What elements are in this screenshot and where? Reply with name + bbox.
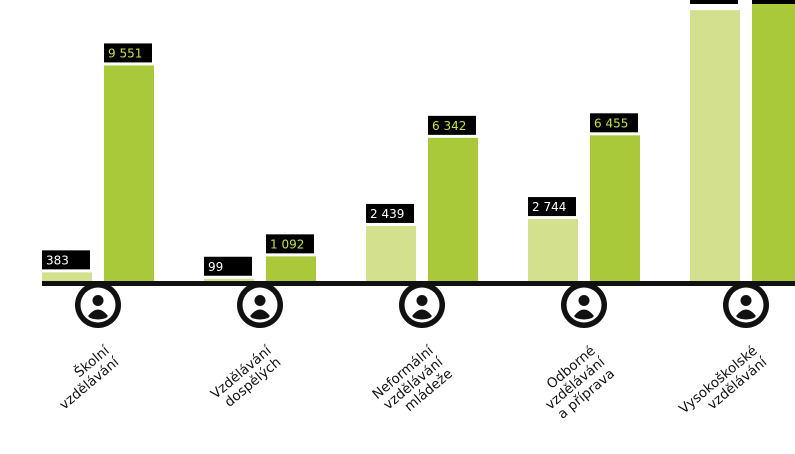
user-circle-icon (561, 282, 607, 328)
user-circle-icon (723, 282, 769, 328)
bar-light-2 (204, 278, 254, 281)
value-label: 6 455 (594, 116, 628, 130)
value-label: 99 (208, 260, 223, 274)
bar-dark-5 (752, 0, 795, 281)
value-labels-layer: 383 9 551 99 1 092 2 439 6 342 2 744 6 455 (42, 0, 795, 276)
value-label: 6 342 (432, 119, 466, 133)
value-label: 1 092 (270, 237, 304, 251)
value-label: 2 744 (532, 200, 566, 214)
value-label-box-cropped (690, 0, 738, 4)
bar-dark-4 (590, 135, 640, 281)
bar-dark-3 (428, 137, 478, 281)
value-label-box (104, 43, 152, 63)
value-label-box (428, 115, 476, 135)
user-circle-icon (399, 282, 445, 328)
user-circle-icon (237, 282, 283, 328)
bar-dark-1 (104, 65, 154, 281)
bar-light-1 (42, 272, 92, 281)
value-label: 2 439 (370, 207, 404, 221)
value-label-box (42, 250, 90, 270)
value-label-box (590, 113, 638, 133)
value-label-box-cropped (752, 0, 795, 4)
icons-layer (75, 282, 769, 328)
bar-dark-2 (266, 256, 316, 281)
value-label-box (366, 203, 414, 223)
user-circle-icon (75, 282, 121, 328)
value-label: 383 (46, 253, 69, 267)
bar-light-4 (528, 219, 578, 281)
value-label: 9 551 (108, 46, 142, 60)
bar-light-3 (366, 225, 416, 281)
value-label-box (528, 197, 576, 217)
value-label-box (266, 234, 314, 254)
bar-light-5 (690, 10, 740, 282)
bars-layer (42, 0, 795, 282)
value-label-box (204, 256, 252, 276)
